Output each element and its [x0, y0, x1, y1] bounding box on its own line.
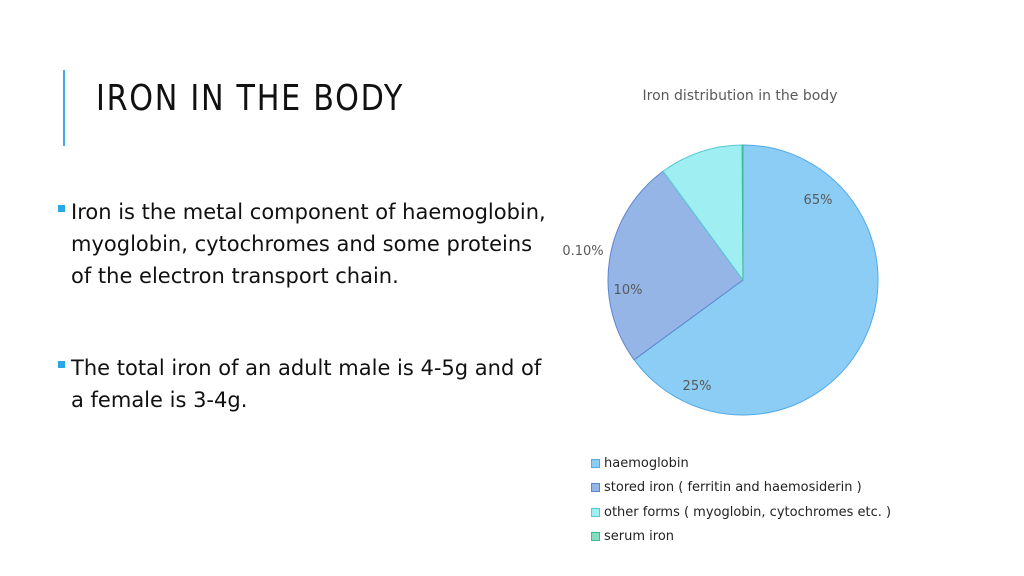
legend-label-2: other forms ( myoglobin, cytochromes etc…	[604, 504, 892, 520]
legend-swatch-1	[591, 483, 600, 493]
legend-swatch-3	[591, 532, 600, 542]
slide-title: IRON IN THE BODY	[96, 78, 405, 119]
data-label-3: 0.10%	[562, 244, 603, 259]
bullet-text: The total iron of an adult male is 4-5g …	[71, 356, 542, 412]
title-accent-bar	[63, 70, 65, 146]
legend-swatch-2	[591, 507, 600, 517]
legend-item-1: stored iron ( ferritin and haemosiderin …	[591, 476, 891, 501]
bullet-item: Iron is the metal component of haemoglob…	[58, 196, 558, 292]
bullet-list: Iron is the metal component of haemoglob…	[58, 196, 558, 416]
chart-title: Iron distribution in the body	[642, 88, 838, 104]
legend-item-3: serum iron	[591, 525, 891, 550]
chart-legend: haemoglobin stored iron ( ferritin and ha…	[591, 451, 891, 549]
pie-slice-1	[607, 170, 744, 361]
bullet-text: Iron is the metal component of haemoglob…	[71, 200, 546, 288]
bullet-item: The total iron of an adult male is 4-5g …	[58, 352, 558, 416]
legend-label-3: serum iron	[604, 529, 675, 545]
data-label-2: 10%	[614, 283, 643, 298]
legend-item-0: haemoglobin	[591, 451, 891, 476]
legend-label-1: stored iron ( ferritin and haemosiderin …	[604, 480, 862, 496]
pie-slice-3	[741, 144, 744, 281]
pie-slice-2	[662, 144, 744, 282]
pie-slice-0	[633, 144, 879, 416]
square-bullet-icon	[58, 205, 65, 212]
legend-item-2: other forms ( myoglobin, cytochromes etc…	[591, 500, 891, 525]
legend-swatch-0	[591, 458, 600, 468]
square-bullet-icon	[58, 361, 65, 368]
legend-label-0: haemoglobin	[604, 455, 689, 471]
data-label-0: 65%	[804, 193, 833, 208]
data-label-1: 25%	[683, 379, 712, 394]
